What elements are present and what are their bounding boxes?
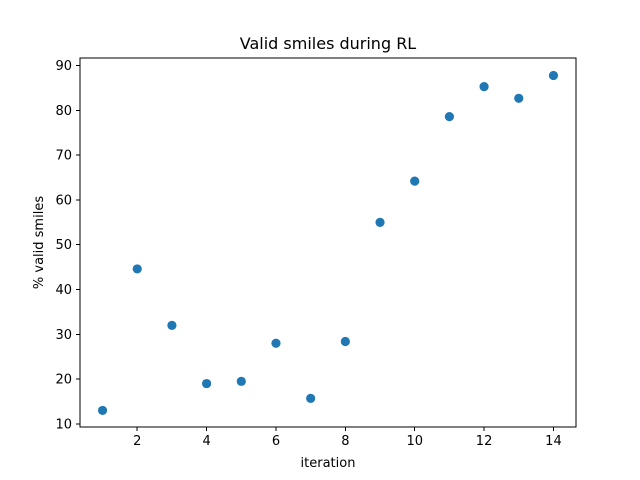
- data-point: [514, 93, 524, 103]
- chart-title: Valid smiles during RL: [240, 34, 417, 53]
- x-tick-label: 12: [476, 434, 493, 449]
- y-axis-label: % valid smiles: [32, 196, 47, 289]
- data-point: [167, 320, 177, 330]
- x-tick-label: 6: [272, 434, 280, 449]
- data-point: [410, 176, 420, 186]
- data-point: [479, 82, 489, 92]
- data-point: [202, 378, 212, 389]
- data-point: [340, 336, 350, 347]
- data-point: [444, 112, 454, 122]
- y-tick-label: 30: [55, 328, 72, 343]
- x-tick-label: 4: [202, 434, 210, 449]
- data-point: [236, 376, 246, 386]
- data-point: [271, 338, 281, 348]
- data-point: [548, 70, 559, 81]
- x-tick-label: 2: [133, 434, 141, 449]
- x-tick-label: 8: [341, 434, 349, 449]
- y-tick-label: 40: [55, 283, 72, 298]
- x-tick-label: 14: [545, 434, 562, 449]
- y-axis-ticks: 10 20 30 40 50 60 70 80 90: [55, 59, 80, 432]
- data-point: [132, 264, 142, 274]
- data-points: [97, 70, 559, 416]
- y-tick-label: 50: [55, 238, 72, 253]
- y-tick-label: 20: [55, 373, 72, 388]
- data-point: [306, 393, 316, 403]
- data-point: [375, 217, 385, 227]
- x-tick-label: 10: [406, 434, 423, 449]
- y-tick-label: 80: [55, 104, 72, 119]
- y-tick-label: 60: [55, 193, 72, 208]
- y-tick-label: 70: [55, 149, 72, 164]
- y-tick-label: 10: [55, 417, 72, 432]
- x-axis-label: iteration: [301, 456, 356, 471]
- y-tick-label: 90: [55, 59, 72, 74]
- x-axis-ticks: 2 4 6 8 10 12 14: [133, 427, 562, 449]
- plot-area-frame: [79, 57, 577, 428]
- data-point: [97, 405, 108, 416]
